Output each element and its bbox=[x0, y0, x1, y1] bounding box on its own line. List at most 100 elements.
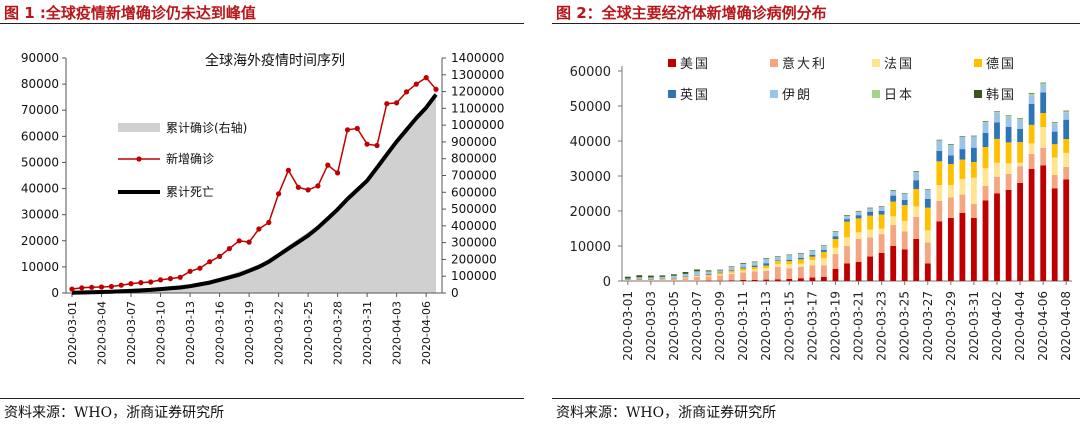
right-tick-label: 700000 bbox=[451, 169, 497, 183]
legend-label: 德国 bbox=[986, 57, 1016, 72]
bar-segment bbox=[982, 168, 989, 186]
bar-segment bbox=[1040, 92, 1047, 113]
figure-1-chart: 0 10000 20000 30000 40000 50000 60000 70000 8000… bbox=[21, 51, 505, 365]
bar-segment bbox=[705, 280, 712, 282]
bar-segment bbox=[798, 267, 804, 279]
bar-segment bbox=[648, 279, 654, 280]
bar-segment bbox=[924, 242, 931, 264]
bar-segment bbox=[659, 278, 666, 280]
new-cases-point bbox=[354, 125, 360, 132]
bar-segment bbox=[624, 278, 631, 280]
bar-segment bbox=[774, 279, 781, 282]
legend-swatch bbox=[974, 59, 982, 67]
bar-segment bbox=[913, 206, 920, 217]
bar-segment bbox=[913, 171, 920, 172]
bar-segment bbox=[890, 190, 897, 191]
right-tick-label: 600000 bbox=[451, 185, 497, 199]
new-cases-point bbox=[217, 253, 223, 259]
bar-segment bbox=[1028, 93, 1035, 94]
legend-label: 意大利 bbox=[782, 56, 827, 72]
x-tick-label: 2020-03-07 bbox=[690, 291, 704, 361]
bar-segment bbox=[948, 144, 954, 146]
x-tick-label: 2020-03-25 bbox=[898, 291, 912, 361]
x-tick-label: 2020-04-08 bbox=[1059, 291, 1073, 361]
bar-segment bbox=[786, 264, 793, 269]
bar-segment bbox=[705, 275, 712, 277]
bar-segment bbox=[832, 239, 839, 248]
legend-swatch bbox=[770, 90, 778, 98]
new-cases-point bbox=[246, 239, 252, 245]
figure-1-source: 资料来源：WHO，浙商证券研究所 bbox=[4, 405, 225, 421]
bar-segment bbox=[936, 200, 943, 222]
bar-segment bbox=[659, 279, 666, 281]
bar-segment bbox=[959, 136, 966, 137]
bar-segment bbox=[878, 206, 885, 211]
bar-segment bbox=[959, 136, 966, 150]
legend-swatch bbox=[770, 59, 778, 67]
bar-segment bbox=[763, 270, 770, 280]
bar-segment bbox=[855, 211, 862, 216]
bar-segment bbox=[1017, 142, 1023, 163]
right-tick-label: 900000 bbox=[451, 135, 497, 149]
bar-segment bbox=[682, 272, 689, 274]
bar-segment bbox=[901, 205, 908, 221]
bar-segment bbox=[936, 141, 943, 151]
bar-segment bbox=[1005, 116, 1012, 127]
left-tick-label: 20000 bbox=[21, 234, 59, 248]
bar-segment bbox=[682, 276, 689, 278]
bar-segment bbox=[763, 268, 770, 271]
bar-segment bbox=[890, 246, 897, 281]
x-tick-label: 2020-04-06 bbox=[420, 301, 433, 365]
bar-segment bbox=[728, 267, 735, 271]
bar-segment bbox=[1063, 119, 1070, 139]
bar-segment bbox=[867, 256, 873, 281]
bar-segment bbox=[901, 193, 908, 194]
bar-segment bbox=[751, 267, 758, 270]
bar-segment bbox=[740, 272, 747, 280]
bar-segment bbox=[982, 147, 989, 169]
bar-segment bbox=[832, 236, 839, 239]
bar-segment bbox=[740, 263, 747, 268]
bar-segment bbox=[751, 261, 758, 263]
bar-segment bbox=[901, 199, 908, 206]
bar-segment bbox=[671, 278, 677, 280]
bar-segment bbox=[901, 249, 908, 281]
bar-segment bbox=[648, 277, 654, 278]
bar-segment bbox=[821, 245, 827, 247]
bar-segment bbox=[867, 215, 873, 230]
new-cases-point bbox=[256, 226, 262, 232]
x-tick-label: 2020-04-02 bbox=[990, 291, 1004, 361]
bar-segment bbox=[728, 266, 735, 268]
left-tick-label: 0 bbox=[51, 286, 59, 300]
bar-segment bbox=[682, 277, 689, 279]
bar-segment bbox=[624, 278, 631, 279]
bar-segment bbox=[751, 269, 758, 272]
right-tick-label: 0 bbox=[451, 286, 459, 300]
new-cases-point bbox=[433, 86, 439, 92]
bar-segment bbox=[994, 193, 1000, 281]
bar-segment bbox=[728, 270, 735, 273]
new-cases-point bbox=[207, 259, 213, 265]
new-cases-point bbox=[79, 285, 85, 291]
legend-label: 法国 bbox=[884, 57, 914, 72]
bar-segment bbox=[913, 171, 920, 181]
bar-segment bbox=[648, 279, 654, 281]
new-cases-point bbox=[187, 268, 193, 274]
legend-label: 韩国 bbox=[986, 88, 1016, 103]
bar-segment bbox=[1017, 183, 1023, 281]
x-tick-label: 2020-04-04 bbox=[1013, 291, 1027, 361]
x-tick-label: 2020-03-22 bbox=[273, 301, 286, 365]
bar-segment bbox=[705, 271, 712, 272]
bar-segment bbox=[855, 211, 862, 212]
new-cases-point bbox=[236, 238, 242, 244]
bar-segment bbox=[763, 279, 770, 281]
x-tick-label: 2020-03-13 bbox=[184, 301, 197, 365]
x-tick-label: 2020-03-15 bbox=[782, 291, 796, 361]
bar-segment bbox=[1040, 82, 1047, 84]
bar-segment bbox=[1028, 143, 1035, 154]
bar-segment bbox=[717, 269, 723, 271]
bar-segment bbox=[751, 279, 758, 281]
right-tick-label: 1400000 bbox=[451, 51, 504, 65]
new-cases-point bbox=[108, 283, 114, 290]
left-panel: 图 1 :全球疫情新增确诊仍未达到峰值 0 10000 20000 30000 4000… bbox=[0, 0, 524, 426]
